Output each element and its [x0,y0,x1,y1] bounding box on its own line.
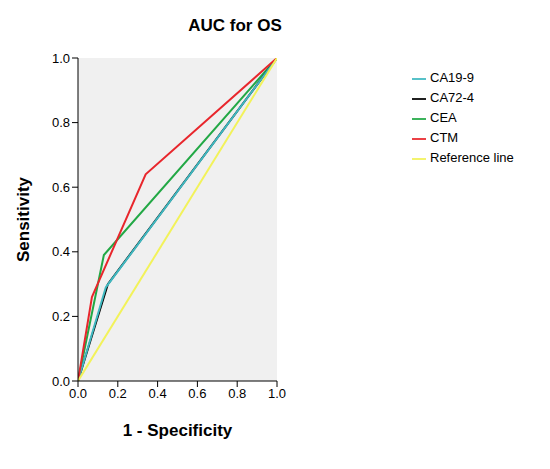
svg-text:0.8: 0.8 [52,115,70,130]
html-text:CEA: CEA [430,110,457,125]
html-text:Reference line: Reference line [430,150,514,165]
svg-text:0.2: 0.2 [109,386,127,401]
svg-text:0.0: 0.0 [52,374,70,389]
svg-text:Sensitivity: Sensitivity [14,176,33,262]
html-text:CA72-4: CA72-4 [430,90,475,105]
svg-text:1.0: 1.0 [52,51,70,66]
svg-text:0.8: 0.8 [228,386,246,401]
svg-text:0.4: 0.4 [52,244,70,259]
html-text:CA19-9: CA19-9 [430,70,475,85]
svg-text:0.6: 0.6 [52,180,70,195]
svg-text:1 - Specificity: 1 - Specificity [123,421,233,440]
html-text:CTM: CTM [430,130,459,145]
svg-text:0.6: 0.6 [188,386,206,401]
svg-text:0.0: 0.0 [69,386,87,401]
svg-text:0.4: 0.4 [149,386,167,401]
svg-text:0.2: 0.2 [52,309,70,324]
svg-text:1.0: 1.0 [268,386,286,401]
html-text:AUC for OS: AUC for OS [188,16,282,35]
